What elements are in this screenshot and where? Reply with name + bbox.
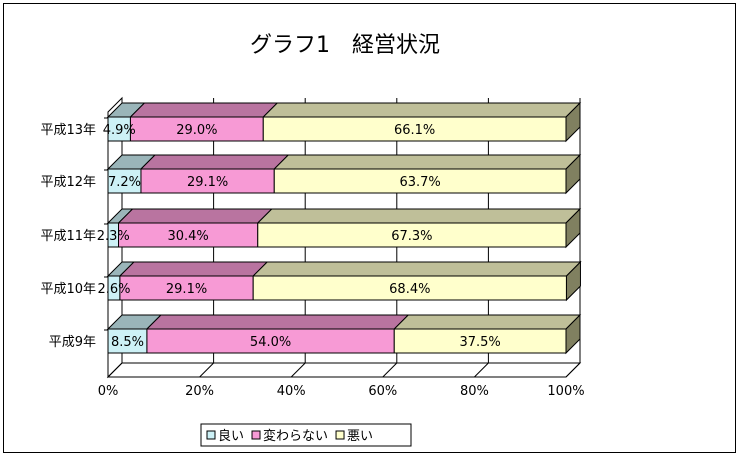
x-tick-label: 0%	[98, 384, 119, 399]
x-tick-label: 80%	[460, 384, 489, 399]
chart-title: グラフ1 経営状況	[250, 33, 440, 58]
legend-swatch	[251, 430, 261, 440]
x-tick-label: 60%	[368, 384, 397, 399]
x-tick-label: 100%	[547, 384, 584, 399]
y-tick-label: 平成10年	[40, 282, 96, 297]
bar-side	[565, 101, 581, 143]
plot-area: 0% 20% 40% 60% 80% 100% 平成13年平成12年平成11年平成10年平成…	[40, 96, 585, 399]
bar-top-1	[117, 208, 273, 224]
data-label: 2.6%	[97, 282, 130, 297]
y-tick-label: 平成9年	[49, 335, 96, 350]
y-tick-label: 平成11年	[40, 229, 96, 244]
bar-top-1	[145, 314, 410, 330]
bar-side	[565, 153, 581, 195]
legend-label: 良い	[218, 428, 244, 444]
data-label: 7.2%	[108, 175, 141, 190]
data-label: 8.5%	[111, 335, 144, 350]
legend-swatch	[335, 430, 345, 440]
legend-swatch	[206, 430, 216, 440]
bar-top-2	[393, 314, 582, 330]
legend-box	[200, 423, 412, 447]
data-label: 29.0%	[176, 123, 217, 138]
data-label: 4.9%	[103, 123, 136, 138]
bar-top-2	[273, 154, 582, 170]
floor-gridline	[474, 362, 489, 378]
bar-top-1	[129, 102, 279, 118]
x-tick-label: 40%	[277, 384, 306, 399]
data-label: 68.4%	[389, 282, 430, 297]
y-tick-label: 平成12年	[40, 175, 96, 190]
bar-side	[565, 313, 581, 355]
legend: 良い 変わらない 悪い	[200, 423, 412, 447]
data-label: 29.1%	[166, 282, 207, 297]
data-label: 63.7%	[399, 175, 440, 190]
data-label: 37.5%	[459, 335, 500, 350]
floor-gridline	[382, 362, 398, 378]
bar-segment	[107, 328, 148, 354]
floor-gridline	[565, 362, 581, 378]
data-label: 30.4%	[167, 229, 208, 244]
legend-label: 悪い	[347, 429, 373, 444]
bar-side	[565, 207, 581, 249]
data-label: 66.1%	[394, 123, 435, 138]
data-label: 29.1%	[187, 175, 228, 190]
bar-top-1	[118, 261, 269, 277]
bar-segment	[140, 168, 275, 194]
floor-gridline	[199, 362, 214, 378]
bar-segment	[262, 116, 567, 142]
x-tick-label: 20%	[185, 384, 214, 399]
floor	[106, 362, 582, 378]
bar-top-2	[251, 261, 582, 277]
bar-segment	[252, 275, 567, 301]
bar-segment	[118, 222, 259, 248]
bar-top-2	[256, 208, 582, 224]
data-label: 2.3%	[97, 229, 130, 244]
bar-top-1	[139, 154, 290, 170]
floor-gridline	[107, 362, 123, 378]
bar-segment	[273, 168, 567, 194]
bar-top-2	[262, 102, 582, 118]
data-label: 67.3%	[391, 229, 432, 244]
bar-segment	[393, 328, 567, 354]
data-label: 54.0%	[250, 335, 291, 350]
bar-segment	[119, 275, 254, 301]
floor-gridline	[290, 362, 306, 378]
legend-label: 変わらない	[263, 428, 328, 444]
y-tick-label: 平成13年	[40, 123, 96, 138]
bar-segment	[146, 328, 395, 354]
bar-side	[565, 260, 581, 302]
